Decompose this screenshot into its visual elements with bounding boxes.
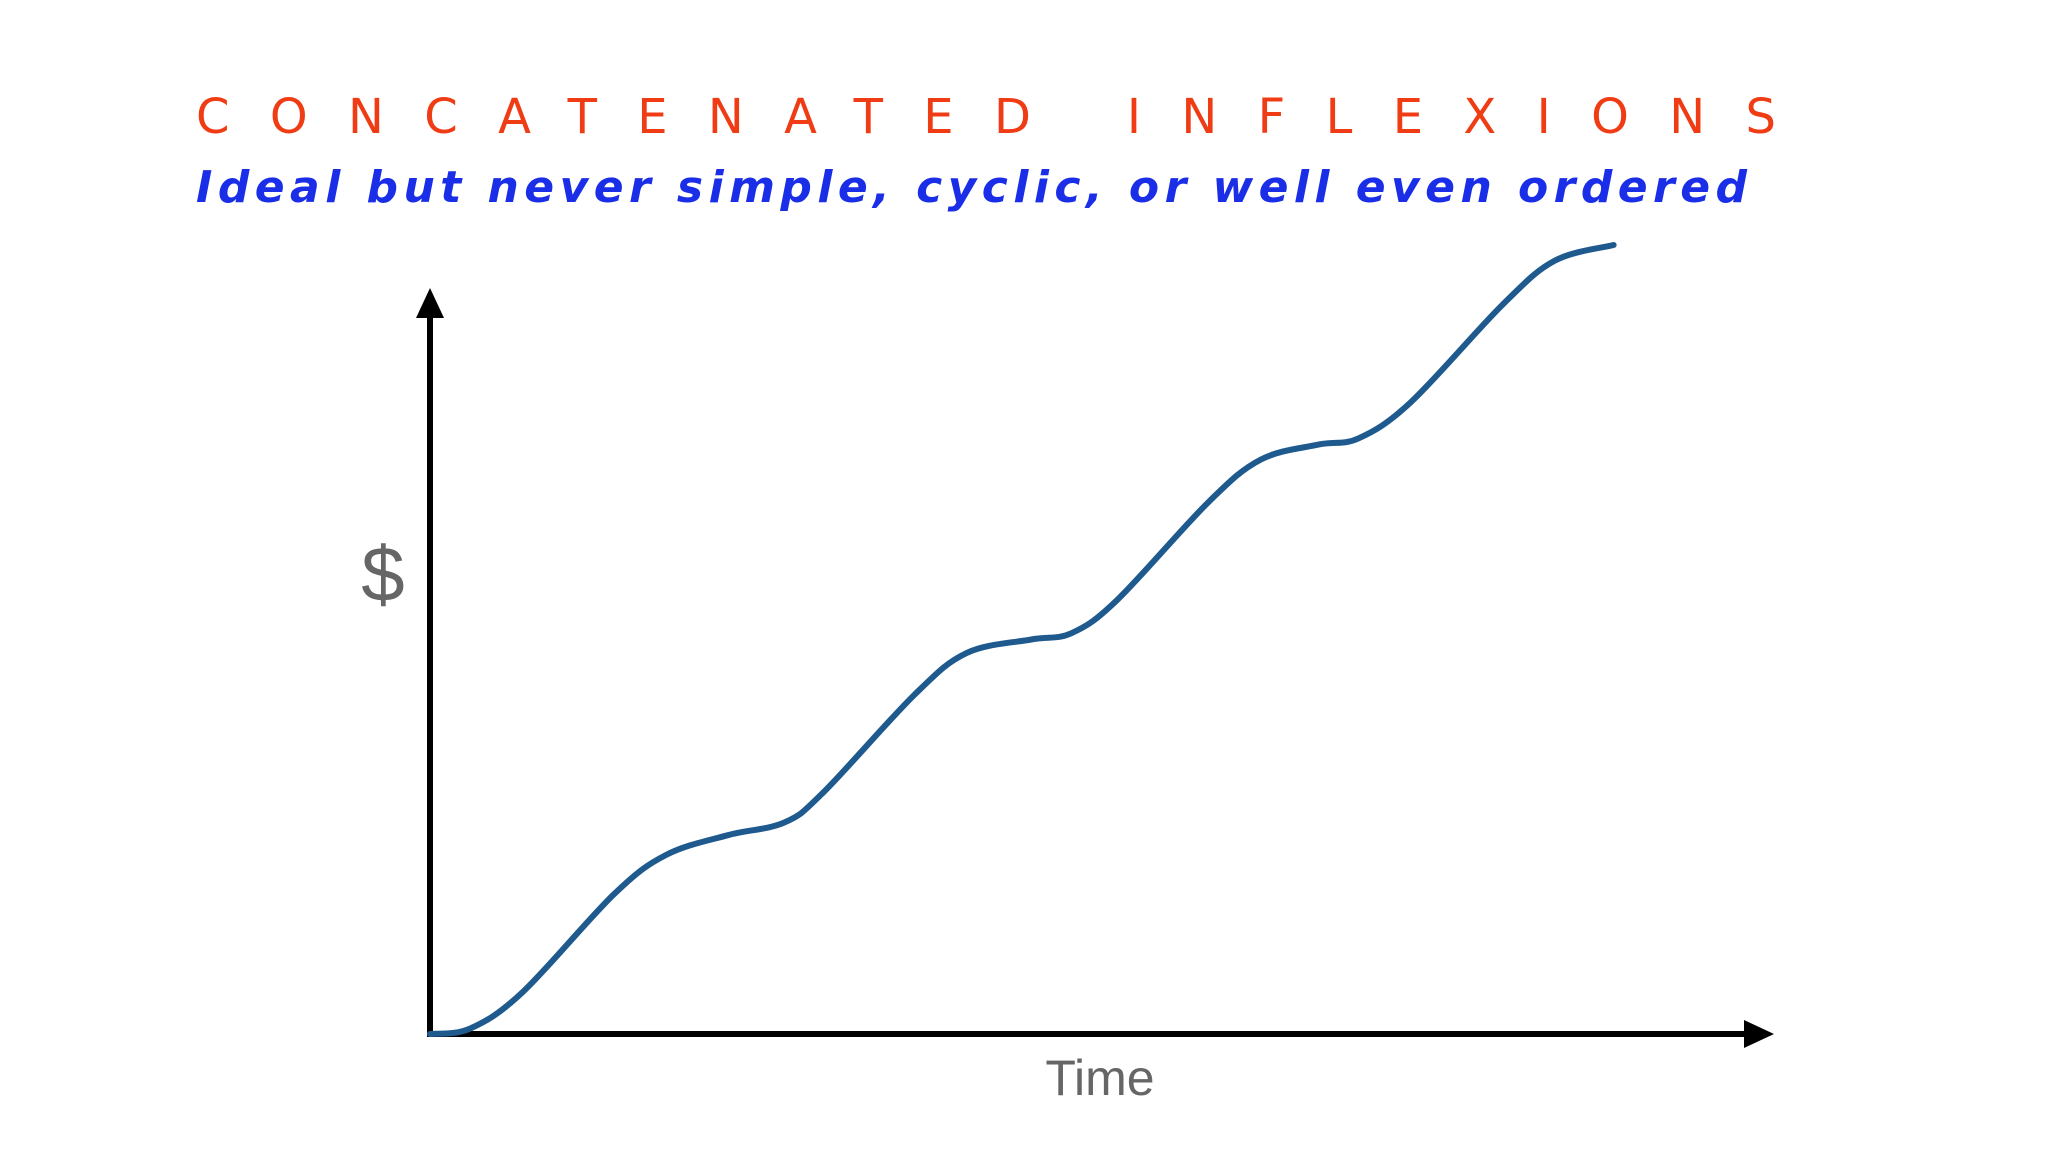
x-axis-arrow xyxy=(1744,1020,1774,1048)
chart-title: CONCATENATED INFLEXIONS xyxy=(196,89,1776,145)
chart-subtitle: Ideal but never simple, cyclic, or well … xyxy=(196,162,1748,213)
x-axis-label: Time xyxy=(1045,1050,1154,1106)
y-axis-arrow xyxy=(416,288,444,318)
y-axis-label: $ xyxy=(361,530,404,618)
line xyxy=(427,242,1617,1037)
